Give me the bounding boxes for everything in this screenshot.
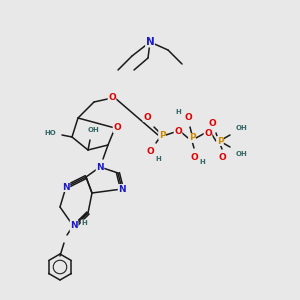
Text: H: H [81, 220, 87, 226]
Text: P: P [189, 134, 195, 142]
Text: O: O [146, 148, 154, 157]
Text: O: O [190, 152, 198, 161]
Text: HO: HO [44, 130, 56, 136]
Text: N: N [96, 163, 104, 172]
Text: P: P [217, 136, 223, 146]
Text: O: O [143, 112, 151, 122]
Text: OH: OH [88, 127, 100, 133]
Text: OH: OH [236, 151, 248, 157]
Text: O: O [184, 113, 192, 122]
Text: O: O [218, 154, 226, 163]
Text: O: O [204, 128, 212, 137]
Text: N: N [118, 184, 126, 194]
Text: H: H [155, 156, 161, 162]
Text: N: N [70, 223, 78, 232]
Text: H: H [175, 109, 181, 115]
Text: P: P [159, 130, 165, 140]
Text: H: H [199, 159, 205, 165]
Text: N: N [146, 37, 154, 47]
Text: O: O [174, 128, 182, 136]
Text: O: O [108, 94, 116, 103]
Text: O: O [113, 124, 121, 133]
Text: N: N [62, 182, 70, 191]
Text: OH: OH [236, 125, 248, 131]
Text: N: N [70, 220, 78, 230]
Text: O: O [208, 118, 216, 127]
